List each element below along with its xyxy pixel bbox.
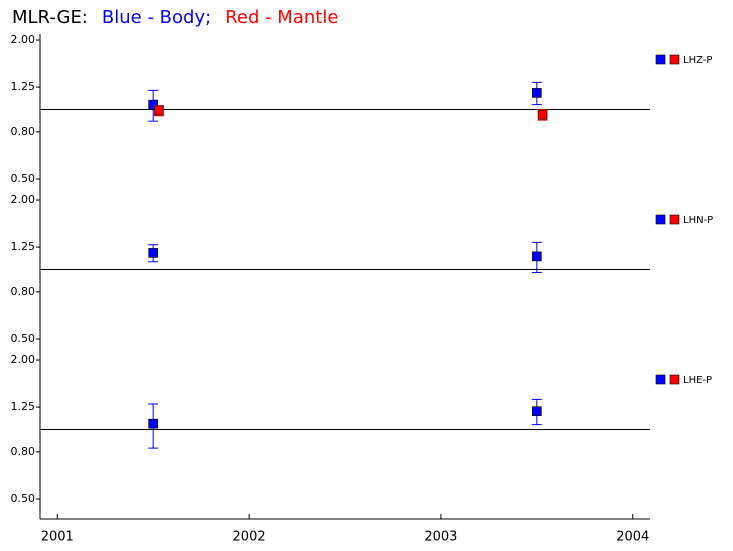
legend-swatch (655, 214, 666, 225)
y-tick-label: 0.80 (11, 125, 36, 138)
point (148, 99, 158, 110)
y-tick-label: 0.50 (11, 332, 36, 345)
y-tick-label: 2.00 (11, 33, 36, 46)
legend-label: LHN-P (683, 215, 713, 226)
x-tick-label: 2003 (424, 530, 457, 545)
y-tick-label: 2.00 (11, 193, 36, 206)
x-tick-label: 2004 (616, 530, 649, 545)
title-red: Red - Mantle (225, 7, 338, 28)
legend-swatch (669, 214, 680, 225)
legend-swatch (669, 54, 680, 65)
point (532, 88, 542, 98)
legend-swatch (655, 54, 666, 65)
y-tick-label: 1.25 (11, 80, 36, 93)
legend-swatch (655, 374, 666, 385)
point (532, 251, 542, 262)
x-tick-label: 2001 (41, 530, 74, 545)
y-tick-label: 0.50 (11, 172, 36, 185)
point (537, 109, 548, 120)
point (148, 418, 158, 429)
y-tick-label: 0.80 (11, 285, 36, 298)
y-tick-label: 1.25 (11, 400, 36, 413)
y-tick-label: 0.80 (11, 445, 36, 458)
point (154, 105, 164, 116)
legend-swatch (669, 374, 680, 385)
chart-title: MLR-GE: Blue - Body; Red - Mantle (12, 7, 338, 28)
y-tick-label: 1.25 (11, 240, 36, 253)
y-tick-label: 2.00 (11, 353, 36, 366)
title-blue: Blue - Body; (102, 7, 211, 28)
legend-label: LHE-P (683, 375, 712, 386)
x-tick-label: 2002 (233, 530, 266, 545)
title-prefix: MLR-GE: (12, 7, 88, 28)
point (148, 248, 158, 258)
legend-label: LHZ-P (683, 55, 712, 66)
y-tick-label: 0.50 (11, 492, 36, 505)
point (532, 406, 542, 417)
